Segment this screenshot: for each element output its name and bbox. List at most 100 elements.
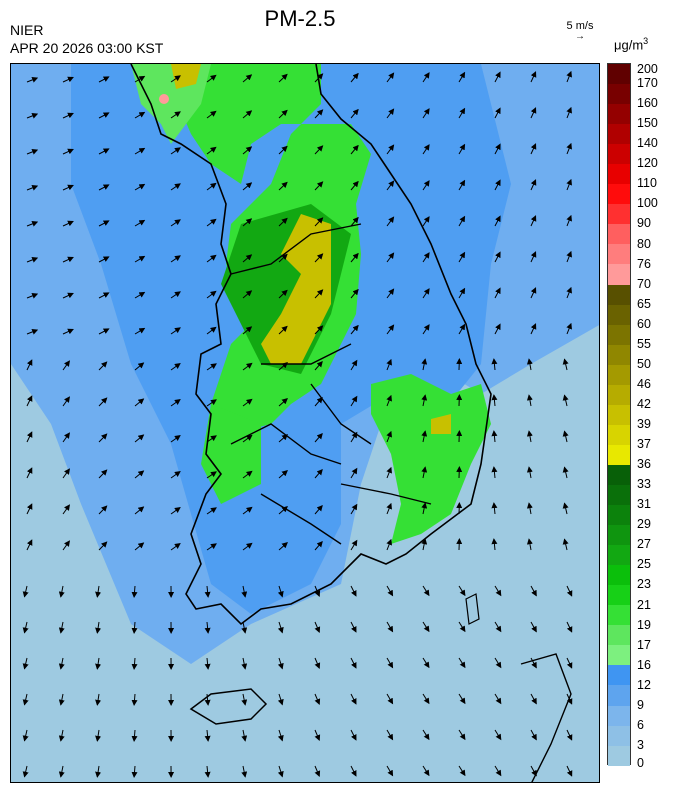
- wind-arrow: [566, 250, 572, 263]
- wind-arrow: [350, 585, 357, 597]
- wind-arrow: [530, 143, 537, 155]
- colorbar: [607, 63, 631, 766]
- wind-arrow: [350, 144, 359, 155]
- wind-arrow: [314, 504, 323, 515]
- colorbar-cell: [608, 645, 630, 666]
- wind-arrow: [98, 361, 108, 371]
- colorbar-cell: [608, 184, 630, 205]
- wind-arrow: [526, 502, 533, 515]
- wind-arrow: [170, 291, 181, 299]
- wind-arrow: [22, 693, 29, 706]
- wind-arrow: [458, 287, 466, 299]
- wind-arrow: [62, 540, 70, 551]
- wind-arrow: [134, 75, 146, 83]
- wind-arrow: [458, 657, 466, 669]
- colorbar-tick-label: 6: [637, 717, 644, 732]
- colorbar-cell: [608, 384, 630, 405]
- wind-arrow: [62, 112, 74, 119]
- wind-arrow: [314, 468, 323, 479]
- wind-arrow: [242, 470, 253, 479]
- wind-arrow: [170, 507, 181, 515]
- colorbar-cell: [608, 585, 630, 606]
- wind-arrow: [350, 657, 357, 669]
- wind-arrow: [494, 323, 501, 335]
- pm25-map: [10, 63, 600, 783]
- wind-arrow: [314, 765, 321, 778]
- wind-arrow: [314, 729, 321, 742]
- colorbar-tick-label: 120: [637, 156, 658, 171]
- colorbar-tick-label: 19: [637, 617, 651, 632]
- wind-arrow: [386, 621, 394, 633]
- wind-arrow: [242, 182, 253, 191]
- wind-arrow: [170, 399, 181, 407]
- wind-arrow: [566, 657, 573, 669]
- map-title: PM-2.5: [264, 6, 336, 31]
- wind-arrow: [530, 215, 537, 227]
- wind-arrow: [530, 621, 537, 633]
- wind-arrow: [98, 148, 110, 155]
- wind-arrow: [350, 395, 358, 407]
- wind-arrow: [422, 108, 430, 119]
- wind-arrow: [350, 252, 359, 263]
- wind-arrow: [526, 358, 533, 371]
- datetime-label: APR 20 2026 03:00 KST: [10, 40, 164, 56]
- colorbar-cell: [608, 264, 630, 285]
- wind-arrow: [458, 729, 466, 741]
- colorbar-tick-label: 200: [637, 62, 658, 76]
- colorbar-tick-label: 55: [637, 336, 651, 351]
- wind-arrow: [421, 358, 428, 371]
- wind-arrow: [422, 324, 430, 335]
- wind-arrow: [170, 543, 181, 551]
- colorbar-tick-label: 160: [637, 96, 658, 111]
- wind-arrow: [562, 358, 569, 371]
- wind-arrow: [98, 220, 110, 227]
- wind-arrow: [562, 466, 569, 479]
- wind-arrow: [526, 430, 533, 443]
- wind-arrow: [491, 538, 498, 551]
- wind-arrow: [277, 621, 284, 634]
- field-hotspot: [159, 94, 169, 104]
- wind-arrow: [350, 503, 358, 515]
- colorbar-tick-label: 27: [637, 537, 651, 552]
- wind-arrow: [314, 621, 321, 634]
- wind-arrow: [530, 179, 537, 191]
- wind-arrow: [134, 327, 146, 335]
- colorbar-cell: [608, 144, 630, 165]
- wind-arrow: [134, 111, 146, 119]
- wind-arrow: [386, 502, 392, 515]
- wind-arrow: [277, 693, 284, 706]
- wind-arrow: [530, 323, 537, 335]
- wind-arrow: [242, 146, 253, 155]
- wind-arrow: [277, 657, 284, 670]
- colorbar-tick-label: 31: [637, 497, 651, 512]
- colorbar-cell: [608, 424, 630, 445]
- wind-arrow: [566, 621, 573, 633]
- wind-arrow: [170, 147, 181, 155]
- wind-arrow: [134, 362, 145, 371]
- wind-arrow: [422, 180, 430, 191]
- wind-arrow: [134, 398, 145, 407]
- colorbar-cell: [608, 525, 630, 546]
- wind-arrow: [494, 179, 501, 191]
- wind-arrow: [277, 729, 284, 742]
- wind-arrow: [350, 467, 358, 479]
- wind-arrow: [350, 108, 359, 119]
- wind-arrow: [98, 184, 110, 191]
- colorbar-tick-label: 150: [637, 116, 658, 131]
- agency-label: NIER: [10, 22, 44, 38]
- wind-arrow: [494, 657, 502, 669]
- wind-arrow: [206, 363, 217, 371]
- wind-arrow: [386, 180, 395, 191]
- wind-arrow: [386, 585, 394, 597]
- wind-arrow: [62, 220, 74, 227]
- colorbar-cell: [608, 625, 630, 646]
- wind-arrow: [314, 217, 324, 227]
- wind-arrow: [134, 434, 145, 443]
- wind-arrow: [494, 729, 502, 741]
- wind-arrow: [206, 254, 217, 263]
- wind-arrow: [98, 328, 110, 335]
- wind-arrow: [26, 395, 33, 407]
- wind-arrow: [494, 287, 501, 299]
- wind-arrow: [314, 289, 324, 299]
- wind-arrow: [242, 434, 253, 443]
